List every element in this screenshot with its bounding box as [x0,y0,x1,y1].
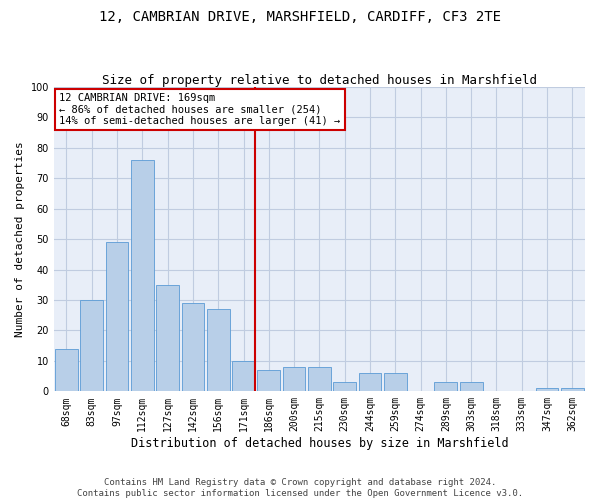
Bar [536,388,559,392]
Bar [207,309,230,392]
Bar [106,242,128,392]
Bar [232,361,255,392]
Bar [80,300,103,392]
Bar [434,382,457,392]
Bar [334,382,356,392]
Title: Size of property relative to detached houses in Marshfield: Size of property relative to detached ho… [102,74,537,87]
Y-axis label: Number of detached properties: Number of detached properties [15,142,25,337]
Bar [561,388,584,392]
Text: 12 CAMBRIAN DRIVE: 169sqm
← 86% of detached houses are smaller (254)
14% of semi: 12 CAMBRIAN DRIVE: 169sqm ← 86% of detac… [59,93,340,126]
Bar [384,373,407,392]
Text: 12, CAMBRIAN DRIVE, MARSHFIELD, CARDIFF, CF3 2TE: 12, CAMBRIAN DRIVE, MARSHFIELD, CARDIFF,… [99,10,501,24]
Bar [55,348,78,392]
Text: Contains HM Land Registry data © Crown copyright and database right 2024.
Contai: Contains HM Land Registry data © Crown c… [77,478,523,498]
Bar [257,370,280,392]
Bar [359,373,382,392]
Bar [283,367,305,392]
Bar [460,382,482,392]
Bar [156,285,179,392]
Bar [182,303,205,392]
Bar [308,367,331,392]
Bar [131,160,154,392]
X-axis label: Distribution of detached houses by size in Marshfield: Distribution of detached houses by size … [131,437,508,450]
